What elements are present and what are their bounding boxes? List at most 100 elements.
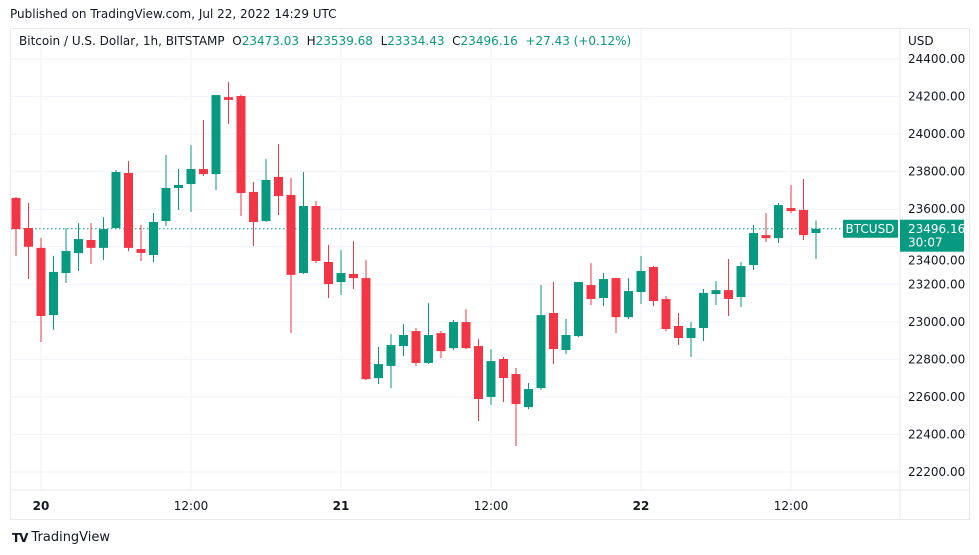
candle-down — [761, 235, 771, 239]
candle-down — [674, 325, 683, 338]
candle-down — [586, 285, 596, 299]
candle-down — [136, 249, 146, 253]
high-value: 23539.68 — [315, 34, 373, 48]
candle-down — [786, 208, 796, 212]
candle-up — [211, 95, 221, 175]
candle-up — [749, 233, 758, 265]
candle-up — [636, 270, 646, 292]
close-value: 23496.16 — [460, 34, 518, 48]
y-tick-label: 24000.00 — [908, 127, 965, 141]
candle-down — [799, 209, 808, 236]
x-tick-label: 20 — [33, 499, 50, 513]
y-tick-label: 23200.00 — [908, 277, 965, 291]
candle-up — [374, 364, 383, 379]
candle-down — [474, 346, 483, 400]
candle-down — [411, 331, 421, 363]
candle-down — [311, 206, 321, 262]
y-tick-label: 24200.00 — [908, 90, 965, 104]
candle-down — [436, 333, 446, 352]
candle-up — [561, 334, 571, 351]
close-label: C — [452, 34, 461, 48]
candle-down — [124, 172, 133, 248]
y-tick-label: 23000.00 — [908, 315, 965, 329]
candle-up — [811, 228, 821, 234]
candle-up — [61, 251, 71, 274]
candle-down — [24, 227, 33, 247]
candle-down — [324, 261, 333, 285]
candle-down — [361, 278, 371, 380]
candle-down — [274, 176, 283, 197]
y-tick-label: 24400.00 — [908, 52, 965, 66]
candle-down — [499, 359, 508, 378]
candle-down — [349, 273, 358, 279]
ohlc-legend: Bitcoin / U.S. Dollar, 1h, BITSTAMP O234… — [19, 34, 631, 48]
candle-up — [536, 315, 546, 389]
candle-up — [699, 292, 708, 329]
currency-label[interactable]: USD — [908, 34, 934, 48]
published-caption: Published on TradingView.com, Jul 22, 20… — [10, 7, 337, 21]
price-tag-bg — [900, 219, 964, 252]
candle-up — [386, 344, 396, 366]
brand-name: TradingView — [31, 530, 111, 545]
open-value: 23473.03 — [241, 34, 299, 48]
candle-up — [424, 334, 433, 363]
tradingview-brand[interactable]: TV TradingView — [12, 530, 110, 545]
candle-down — [661, 298, 671, 329]
candle-up — [149, 221, 158, 256]
candle-up — [774, 205, 783, 239]
x-tick-label: 12:00 — [174, 499, 209, 513]
candle-up — [624, 291, 633, 318]
candle-down — [549, 313, 558, 350]
low-value: 23334.43 — [387, 34, 445, 48]
change-value: +27.43 (+0.12%) — [525, 34, 632, 48]
candle-down — [224, 97, 233, 100]
candle-down — [249, 191, 258, 222]
candle-down — [236, 95, 246, 194]
x-tick-label: 21 — [333, 499, 350, 513]
y-tick-label: 23800.00 — [908, 165, 965, 179]
chart-frame — [10, 28, 970, 520]
x-tick-label: 12:00 — [774, 499, 809, 513]
candle-up — [449, 322, 458, 349]
candle-down — [11, 197, 21, 230]
candle-down — [724, 290, 733, 299]
low-label: L — [380, 34, 388, 48]
candle-up — [599, 279, 608, 299]
x-tick-label: 22 — [633, 499, 650, 513]
candle-down — [649, 267, 658, 302]
candle-up — [74, 239, 83, 254]
candle-down — [511, 374, 521, 405]
tradingview-logo-icon: TV — [12, 530, 29, 545]
candle-down — [611, 278, 621, 318]
candle-up — [299, 206, 308, 274]
candle-down — [86, 239, 96, 248]
open-label: O — [232, 34, 242, 48]
last-price-tag: 23496.16 — [908, 222, 965, 236]
x-tick-label: 12:00 — [474, 499, 509, 513]
candle-up — [336, 273, 346, 283]
candle-up — [261, 179, 271, 222]
y-tick-label: 22800.00 — [908, 352, 965, 366]
candle-up — [161, 187, 171, 222]
candle-up — [711, 290, 721, 295]
candle-down — [199, 169, 208, 175]
y-tick-label: 23600.00 — [908, 202, 965, 216]
symbol-description[interactable]: Bitcoin / U.S. Dollar, 1h, BITSTAMP — [19, 34, 225, 48]
candle-up — [186, 169, 196, 185]
high-label: H — [306, 34, 316, 48]
bar-countdown: 30:07 — [908, 236, 943, 250]
candle-up — [399, 334, 408, 347]
candle-up — [574, 282, 583, 337]
candle-up — [99, 229, 108, 248]
y-tick-label: 22600.00 — [908, 390, 965, 404]
candle-up — [736, 266, 746, 298]
symbol-tag: BTCUSD — [846, 222, 895, 236]
y-tick-label: 23400.00 — [908, 254, 965, 268]
candle-up — [486, 361, 496, 397]
candle-up — [174, 184, 183, 188]
candle-up — [111, 172, 121, 228]
candle-down — [36, 247, 46, 317]
candle-down — [286, 194, 296, 275]
candle-up — [686, 328, 696, 338]
